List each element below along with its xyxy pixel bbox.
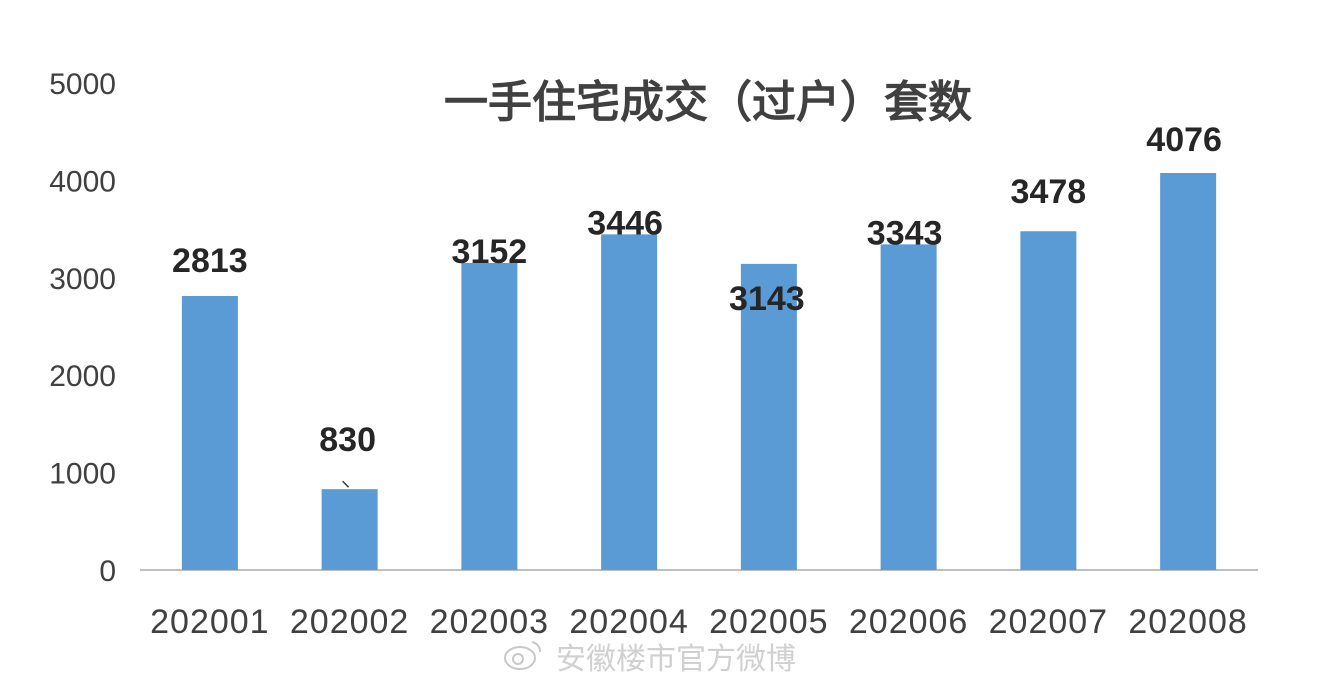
x-tick-label: 202008 [1128, 603, 1247, 641]
bar [1160, 172, 1217, 570]
x-tick-label: 202002 [290, 603, 409, 641]
y-tick-label: 1000 [49, 458, 116, 491]
y-tick-label: 3000 [49, 263, 116, 296]
data-label: 830 [319, 421, 376, 459]
bar [1020, 231, 1077, 570]
y-tick-label: 2000 [49, 360, 116, 393]
bar [601, 234, 658, 570]
bar [181, 296, 238, 570]
x-tick-label: 202001 [150, 603, 269, 641]
bars [181, 172, 1217, 571]
bar [740, 263, 797, 570]
leader-line [342, 480, 350, 488]
x-tick-label: 202003 [430, 603, 549, 641]
chart-title: 一手住宅成交（过户）套数 [444, 77, 972, 128]
data-label: 3143 [729, 280, 805, 318]
data-label: 3152 [452, 233, 528, 271]
y-tick-label: 4000 [49, 165, 116, 198]
data-label: 3343 [867, 214, 943, 252]
watermark-text: 安徽楼市官方微博 [556, 642, 796, 677]
data-label: 3478 [1011, 173, 1087, 211]
bar [461, 262, 518, 570]
y-axis-ticks: 0 1000 2000 3000 4000 5000 [49, 68, 116, 588]
bar [880, 244, 937, 571]
bar [321, 489, 378, 570]
x-tick-label: 202007 [989, 603, 1108, 641]
x-axis-ticks: 202001 202002 202003 202004 202005 202006 2020… [150, 603, 1247, 641]
data-label: 2813 [172, 242, 248, 280]
data-label: 3446 [587, 204, 663, 242]
x-tick-label: 202004 [569, 603, 688, 641]
watermark: 安徽楼市官方微博 [504, 641, 796, 677]
data-labels: 2813 830 3152 3446 3143 3343 3478 4076 [172, 121, 1222, 488]
x-tick-label: 202005 [709, 603, 828, 641]
y-tick-label: 0 [99, 555, 116, 588]
y-tick-label: 5000 [49, 68, 116, 101]
weibo-icon [504, 641, 541, 670]
data-label: 4076 [1146, 121, 1222, 159]
x-tick-label: 202006 [849, 603, 968, 641]
